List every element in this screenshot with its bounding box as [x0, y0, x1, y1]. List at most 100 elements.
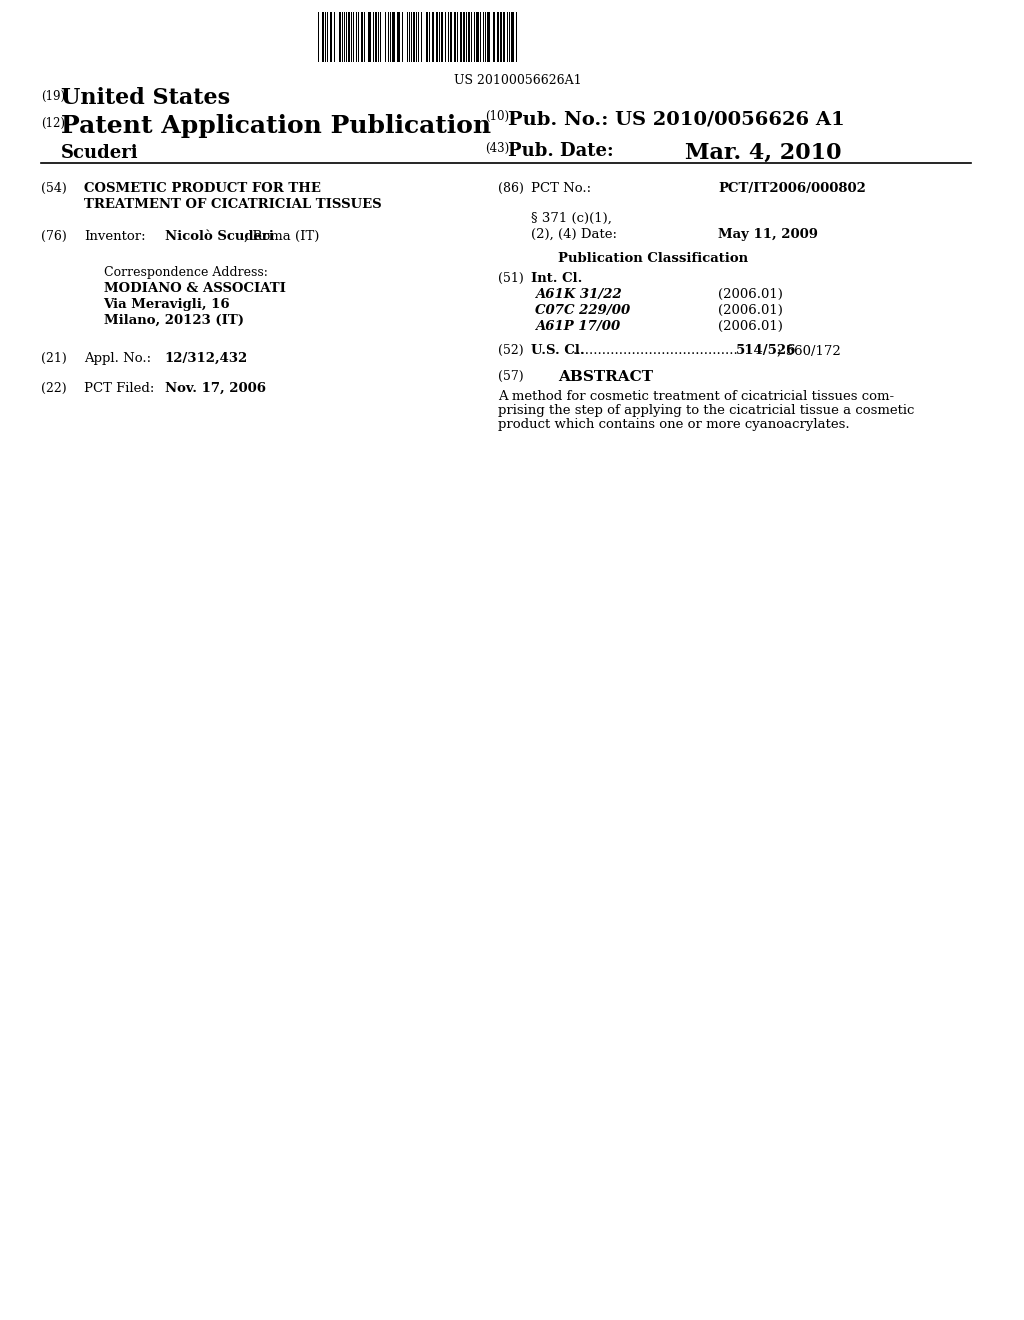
- Bar: [317, 12, 318, 62]
- Text: Pub. No.: US 2010/0056626 A1: Pub. No.: US 2010/0056626 A1: [508, 110, 845, 128]
- Text: § 371 (c)(1),: § 371 (c)(1),: [530, 213, 611, 224]
- Bar: [388, 12, 389, 62]
- Text: , Roma (IT): , Roma (IT): [244, 230, 318, 243]
- Text: Pub. Date:: Pub. Date:: [508, 143, 613, 160]
- Bar: [392, 12, 395, 62]
- Bar: [327, 12, 328, 62]
- Text: (43): (43): [485, 143, 510, 154]
- Bar: [436, 12, 438, 62]
- Bar: [516, 12, 517, 62]
- Bar: [441, 12, 443, 62]
- Bar: [325, 12, 326, 62]
- Bar: [460, 12, 462, 62]
- Text: Correspondence Address:: Correspondence Address:: [103, 267, 267, 279]
- Bar: [457, 12, 458, 62]
- Text: (52): (52): [498, 345, 523, 356]
- Text: 12/312,432: 12/312,432: [165, 352, 248, 366]
- Bar: [497, 12, 499, 62]
- Bar: [454, 12, 456, 62]
- Bar: [356, 12, 357, 62]
- Text: Nov. 17, 2006: Nov. 17, 2006: [165, 381, 265, 395]
- Text: Patent Application Publication: Patent Application Publication: [61, 114, 492, 139]
- Bar: [397, 12, 400, 62]
- Text: (54): (54): [41, 182, 68, 195]
- Bar: [469, 12, 470, 62]
- Bar: [432, 12, 434, 62]
- Text: 514/526: 514/526: [735, 345, 796, 356]
- Bar: [466, 12, 467, 62]
- Bar: [416, 12, 417, 62]
- Text: (2006.01): (2006.01): [718, 304, 782, 317]
- Text: Scuderi: Scuderi: [61, 144, 139, 162]
- Text: (86): (86): [498, 182, 524, 195]
- Text: U.S. Cl.: U.S. Cl.: [530, 345, 584, 356]
- Text: COSMETIC PRODUCT FOR THE: COSMETIC PRODUCT FOR THE: [84, 182, 321, 195]
- Text: May 11, 2009: May 11, 2009: [718, 228, 818, 242]
- Bar: [485, 12, 486, 62]
- Bar: [385, 12, 386, 62]
- Bar: [339, 12, 341, 62]
- Text: (2006.01): (2006.01): [718, 288, 782, 301]
- Text: (19): (19): [41, 90, 66, 103]
- Bar: [493, 12, 495, 62]
- Bar: [476, 12, 479, 62]
- Bar: [353, 12, 354, 62]
- Text: (2006.01): (2006.01): [718, 319, 782, 333]
- Bar: [378, 12, 379, 62]
- Text: PCT No.:: PCT No.:: [530, 182, 591, 195]
- Text: (21): (21): [41, 352, 68, 366]
- Bar: [334, 12, 336, 62]
- Bar: [418, 12, 419, 62]
- Bar: [471, 12, 472, 62]
- Text: MODIANO & ASSOCIATI: MODIANO & ASSOCIATI: [103, 282, 286, 294]
- Bar: [480, 12, 481, 62]
- Text: (51): (51): [498, 272, 523, 285]
- Bar: [511, 12, 514, 62]
- Bar: [342, 12, 343, 62]
- Text: (22): (22): [41, 381, 67, 395]
- Text: product which contains one or more cyanoacrylates.: product which contains one or more cyano…: [498, 418, 850, 432]
- Bar: [413, 12, 415, 62]
- Bar: [429, 12, 430, 62]
- Text: Milano, 20123 (IT): Milano, 20123 (IT): [103, 314, 244, 327]
- Bar: [322, 12, 324, 62]
- Text: Appl. No.:: Appl. No.:: [84, 352, 151, 366]
- Bar: [344, 12, 345, 62]
- Bar: [381, 12, 382, 62]
- Bar: [368, 12, 371, 62]
- Bar: [402, 12, 403, 62]
- Text: .......................................: .......................................: [573, 345, 738, 356]
- Text: A61K 31/22: A61K 31/22: [536, 288, 623, 301]
- Text: US 20100056626A1: US 20100056626A1: [454, 74, 582, 87]
- Bar: [450, 12, 452, 62]
- Text: C07C 229/00: C07C 229/00: [536, 304, 631, 317]
- Bar: [409, 12, 410, 62]
- Text: PCT/IT2006/000802: PCT/IT2006/000802: [718, 182, 866, 195]
- Bar: [351, 12, 352, 62]
- Bar: [474, 12, 475, 62]
- Bar: [360, 12, 362, 62]
- Bar: [507, 12, 508, 62]
- Bar: [346, 12, 347, 62]
- Bar: [483, 12, 484, 62]
- Bar: [358, 12, 359, 62]
- Bar: [487, 12, 490, 62]
- Bar: [463, 12, 465, 62]
- Bar: [447, 12, 449, 62]
- Text: ABSTRACT: ABSTRACT: [558, 370, 653, 384]
- Text: Int. Cl.: Int. Cl.: [530, 272, 582, 285]
- Text: (2), (4) Date:: (2), (4) Date:: [530, 228, 616, 242]
- Bar: [445, 12, 446, 62]
- Text: Nicolò Scuderi: Nicolò Scuderi: [165, 230, 273, 243]
- Bar: [421, 12, 422, 62]
- Bar: [439, 12, 440, 62]
- Text: TREATMENT OF CICATRICIAL TISSUES: TREATMENT OF CICATRICIAL TISSUES: [84, 198, 382, 211]
- Text: A61P 17/00: A61P 17/00: [536, 319, 621, 333]
- Bar: [373, 12, 374, 62]
- Text: (12): (12): [41, 117, 66, 129]
- Bar: [503, 12, 505, 62]
- Text: (10): (10): [485, 110, 509, 123]
- Text: ; 560/172: ; 560/172: [777, 345, 841, 356]
- Text: United States: United States: [61, 87, 230, 110]
- Bar: [411, 12, 412, 62]
